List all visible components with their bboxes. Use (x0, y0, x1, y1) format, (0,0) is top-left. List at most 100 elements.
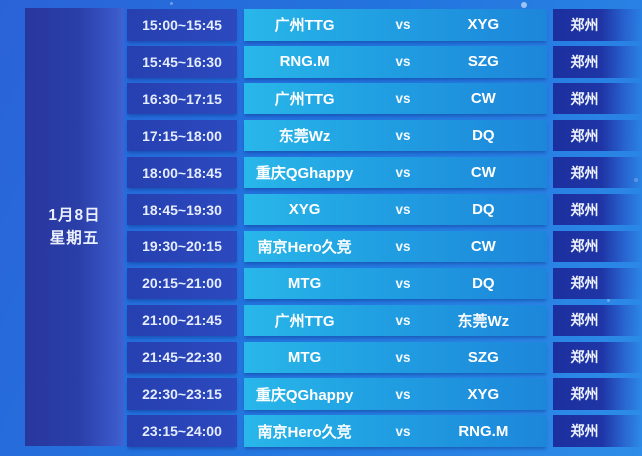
time-cell: 21:00~21:45 (127, 304, 237, 337)
weekday-label: 星期五 (49, 230, 100, 247)
time-cell: 20:15~21:00 (127, 267, 237, 300)
team2-label: DQ (472, 274, 495, 292)
vs-label: vs (395, 54, 411, 70)
location-label: 郑州 (570, 164, 599, 181)
time-cell: 21:45~22:30 (127, 341, 237, 374)
time-cell: 18:45~19:30 (127, 193, 237, 226)
matchup-cell[interactable]: 广州TTG vs XYG (244, 9, 547, 41)
vs-label: vs (395, 275, 411, 291)
location-cell: 郑州 (553, 230, 642, 263)
matchup-cell[interactable]: 广州TTG vs 东莞Wz (244, 304, 547, 337)
location-cell: 郑州 (553, 193, 642, 226)
vs-label: vs (395, 165, 411, 181)
team1-label: 重庆QGhappy (255, 165, 354, 183)
time-cell: 19:30~20:15 (127, 230, 237, 263)
match-row[interactable]: 22:30~23:15 重庆QGhappy vs XYG 郑州 (127, 378, 642, 411)
date-text: 1月8日 星期五 (48, 204, 100, 250)
team2-label: CW (470, 237, 496, 255)
match-row[interactable]: 18:00~18:45 重庆QGhappy vs CW 郑州 (127, 156, 642, 189)
team2-label: DQ (472, 127, 495, 145)
team1-label: 广州TTG (274, 91, 335, 109)
vs-label: vs (395, 202, 411, 218)
matchup-cell[interactable]: RNG.M vs SZG (244, 45, 547, 78)
vs-label: vs (395, 386, 411, 402)
match-row[interactable]: 21:45~22:30 MTG vs SZG 郑州 (127, 341, 642, 374)
location-cell: 郑州 (553, 341, 642, 374)
date-panel: 1月8日 星期五 (25, 8, 124, 446)
match-row[interactable]: 15:45~16:30 RNG.M vs SZG 郑州 (127, 45, 642, 78)
sparkle-dot (170, 2, 173, 5)
time-label: 18:45~19:30 (142, 201, 222, 218)
team1-label: 东莞Wz (278, 128, 331, 146)
time-label: 21:45~22:30 (142, 349, 222, 366)
match-row[interactable]: 17:15~18:00 东莞Wz vs DQ 郑州 (127, 119, 642, 152)
location-label: 郑州 (570, 238, 599, 255)
location-cell: 郑州 (553, 378, 642, 411)
team1-label: 广州TTG (274, 312, 335, 330)
time-label: 19:30~20:15 (142, 238, 222, 255)
location-label: 郑州 (570, 386, 599, 403)
location-cell: 郑州 (553, 9, 642, 41)
match-row[interactable]: 23:15~24:00 南京Hero久竞 vs RNG.M 郑州 (127, 415, 642, 447)
matchup-cell[interactable]: 南京Hero久竞 vs RNG.M (244, 415, 547, 447)
team2-label: SZG (467, 348, 499, 366)
team1-label: XYG (288, 201, 321, 219)
location-cell: 郑州 (553, 82, 642, 115)
matchup-cell[interactable]: XYG vs DQ (244, 193, 547, 226)
time-label: 15:00~15:45 (142, 16, 222, 33)
location-label: 郑州 (570, 423, 599, 440)
matchup-cell[interactable]: 广州TTG vs CW (244, 82, 547, 115)
location-label: 郑州 (570, 127, 599, 144)
team2-label: DQ (472, 201, 495, 219)
time-label: 22:30~23:15 (142, 386, 222, 403)
location-label: 郑州 (570, 349, 599, 366)
vs-label: vs (395, 312, 411, 328)
location-cell: 郑州 (553, 119, 642, 152)
location-cell: 郑州 (553, 415, 642, 447)
location-label: 郑州 (570, 275, 599, 292)
sparkle-dot (521, 2, 527, 8)
time-cell: 22:30~23:15 (127, 378, 237, 411)
match-row[interactable]: 19:30~20:15 南京Hero久竞 vs CW 郑州 (127, 230, 642, 263)
location-cell: 郑州 (553, 267, 642, 300)
location-cell: 郑州 (553, 156, 642, 189)
time-label: 17:15~18:00 (142, 127, 222, 144)
matchup-cell[interactable]: 东莞Wz vs DQ (244, 119, 547, 152)
matchup-cell[interactable]: MTG vs SZG (244, 341, 547, 374)
match-row[interactable]: 16:30~17:15 广州TTG vs CW 郑州 (127, 82, 642, 115)
team2-label: CW (470, 90, 496, 108)
matchup-cell[interactable]: MTG vs DQ (244, 267, 547, 300)
vs-label: vs (395, 238, 411, 254)
matchup-cell[interactable]: 南京Hero久竞 vs CW (244, 230, 547, 263)
vs-label: vs (395, 349, 411, 365)
match-row[interactable]: 15:00~15:45 广州TTG vs XYG 郑州 (127, 9, 642, 41)
location-cell: 郑州 (553, 304, 642, 337)
vs-label: vs (395, 17, 411, 33)
time-cell: 18:00~18:45 (127, 156, 237, 189)
time-label: 21:00~21:45 (142, 312, 222, 329)
team1-label: MTG (287, 348, 322, 366)
time-cell: 15:45~16:30 (127, 45, 237, 78)
matchup-cell[interactable]: 重庆QGhappy vs XYG (244, 378, 547, 411)
team1-label: RNG.M (279, 53, 330, 71)
time-label: 18:00~18:45 (142, 164, 222, 181)
team1-label: 重庆QGhappy (255, 386, 354, 404)
match-row[interactable]: 18:45~19:30 XYG vs DQ 郑州 (127, 193, 642, 226)
match-row[interactable]: 21:00~21:45 广州TTG vs 东莞Wz 郑州 (127, 304, 642, 337)
team2-label: XYG (467, 385, 500, 403)
vs-label: vs (395, 91, 411, 107)
match-row[interactable]: 20:15~21:00 MTG vs DQ 郑州 (127, 267, 642, 300)
time-label: 16:30~17:15 (142, 90, 222, 107)
team1-label: 南京Hero久竞 (257, 238, 352, 256)
match-list: 15:00~15:45 广州TTG vs XYG 郑州 15:45~16:30 … (127, 9, 642, 447)
team1-label: MTG (287, 274, 322, 292)
team2-label: RNG.M (458, 422, 509, 440)
team2-label: CW (470, 164, 496, 182)
time-cell: 15:00~15:45 (127, 9, 237, 41)
team1-label: 南京Hero久竞 (257, 423, 352, 441)
location-label: 郑州 (570, 53, 599, 70)
team2-label: 东莞Wz (457, 312, 510, 330)
time-cell: 16:30~17:15 (127, 82, 237, 115)
matchup-cell[interactable]: 重庆QGhappy vs CW (244, 156, 547, 189)
